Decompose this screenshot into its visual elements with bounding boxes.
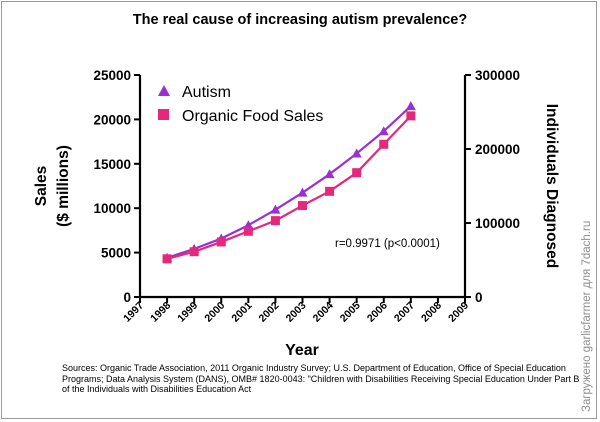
x-tick-label: 2004 xyxy=(311,300,336,325)
x-axis-title: Year xyxy=(285,342,319,359)
y-right-tick-label: 0 xyxy=(475,290,483,305)
chart-title: The real cause of increasing autism prev… xyxy=(132,12,468,28)
correlation-annotation: r=0.9971 (p<0.0001) xyxy=(335,238,440,250)
x-tick-label: 2003 xyxy=(284,300,309,325)
y-right-axis-title: Individuals Diagnosed xyxy=(543,104,560,269)
x-tick-label: 2008 xyxy=(419,300,444,325)
organic-sales-data-point xyxy=(406,111,416,121)
y-right-tick-label: 100000 xyxy=(475,216,520,231)
x-tick-label: 2009 xyxy=(446,300,471,325)
x-tick-label: 2002 xyxy=(257,300,282,325)
autism-data-point xyxy=(297,187,308,197)
y-left-tick-label: 0 xyxy=(123,290,131,305)
x-tick-label: 1998 xyxy=(148,300,173,325)
organic-sales-data-point xyxy=(216,237,226,247)
organic-sales-data-point xyxy=(270,216,280,226)
y-right-tick-label: 200000 xyxy=(475,142,520,157)
y-left-tick-label: 5000 xyxy=(101,246,131,261)
autism-data-point xyxy=(378,126,389,136)
autism-data-point xyxy=(270,204,281,214)
y-left-tick-label: 20000 xyxy=(93,112,131,127)
legend-autism-marker xyxy=(158,85,170,96)
organic-sales-data-point xyxy=(298,201,307,211)
organic-sales-data-point xyxy=(162,254,172,264)
legend-organic-sales-marker xyxy=(158,109,169,120)
sources-note: Sources: Organic Trade Association, 2011… xyxy=(62,363,580,395)
organic-sales-data-point xyxy=(352,168,362,178)
legend-organic-sales-label: Organic Food Sales xyxy=(182,108,323,125)
organic-sales-data-point xyxy=(325,186,335,196)
organic-sales-data-point xyxy=(379,139,389,149)
organic-sales-data-point xyxy=(243,226,253,236)
x-tick-label: 2005 xyxy=(338,300,363,325)
y-right-tick-label: 300000 xyxy=(475,68,520,83)
legend-autism-label: Autism xyxy=(182,84,231,101)
x-tick-label: 2007 xyxy=(392,300,417,325)
x-tick-label: 1999 xyxy=(175,300,200,325)
autism-data-point xyxy=(405,101,416,111)
autism-series-line xyxy=(166,105,412,259)
y-left-tick-label: 25000 xyxy=(93,68,131,83)
y-left-axis-title-line2: ($ millions) xyxy=(55,145,72,227)
y-left-axis-title-line1: Sales xyxy=(33,166,50,207)
autism-data-point xyxy=(324,169,335,179)
x-tick-label: 2000 xyxy=(202,300,227,325)
organic-sales-series-line xyxy=(166,115,412,260)
organic-sales-data-point xyxy=(189,247,199,257)
x-tick-label: 2006 xyxy=(365,300,390,325)
autism-data-point xyxy=(351,148,362,158)
y-left-tick-label: 15000 xyxy=(93,157,131,172)
x-tick-label: 2001 xyxy=(229,300,254,325)
y-left-tick-label: 10000 xyxy=(93,201,131,216)
watermark: Загружено garlicfarmer для 7dach.ru xyxy=(581,220,593,412)
